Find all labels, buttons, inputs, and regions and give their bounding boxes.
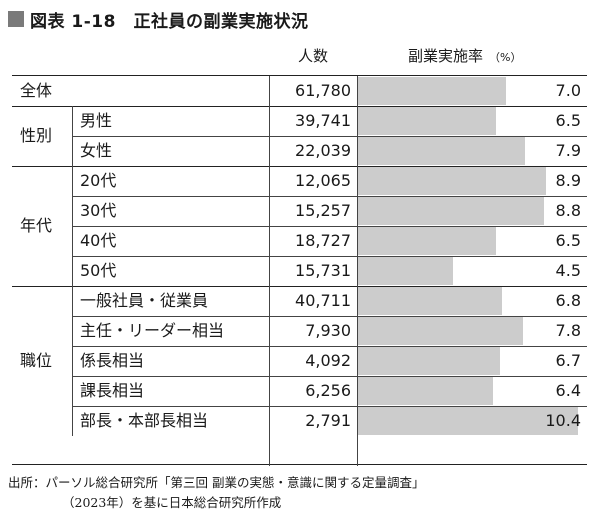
row-label: 50代: [80, 261, 117, 280]
source-note-line2: （2023年）を基に日本総合研究所作成: [62, 495, 282, 510]
row-divider: [12, 106, 587, 107]
column-header-rate-unit: （%）: [489, 51, 522, 64]
row-divider: [72, 226, 587, 227]
rate-value: 8.9: [555, 171, 581, 190]
persons-value: 15,731: [295, 261, 351, 280]
rate-value: 7.8: [555, 321, 581, 340]
chart-title-row: 図表 1-18 正社員の副業実施状況: [8, 6, 308, 32]
persons-column-divider: [269, 76, 270, 466]
row-divider: [72, 376, 587, 377]
rate-bar: [358, 137, 525, 165]
column-header-rate: 副業実施率 （%）: [408, 45, 521, 66]
persons-value: 2,791: [305, 411, 351, 430]
rate-bar: [358, 287, 502, 315]
source-note: 出所：パーソル総合研究所「第三回 副業の実態・意識に関する定量調査」 （2023…: [8, 473, 424, 513]
rate-bar: [358, 317, 523, 345]
data-table: 全体 61,780 7.0 男性 39,741 6.5 女性 22,039 7.9 性別 20代 12…: [12, 75, 587, 466]
row-label: 男性: [80, 111, 113, 130]
group-label: 年代: [20, 216, 53, 235]
row-divider: [72, 346, 587, 347]
persons-value: 22,039: [295, 141, 351, 160]
rate-value: 7.0: [555, 81, 581, 100]
rate-bar: [358, 377, 493, 405]
row-label: 40代: [80, 231, 117, 250]
persons-value: 4,092: [305, 351, 351, 370]
rate-bar: [358, 77, 506, 105]
rate-value: 6.8: [555, 291, 581, 310]
chart-title: 図表 1-18 正社員の副業実施状況: [30, 11, 309, 32]
rate-value: 6.4: [555, 381, 581, 400]
row-divider: [72, 406, 587, 407]
rate-bar: [358, 227, 496, 255]
row-label: 30代: [80, 201, 117, 220]
rate-bar: [358, 167, 546, 195]
title-square-icon: [8, 11, 24, 27]
row-label: 女性: [80, 141, 113, 160]
persons-value: 7,930: [305, 321, 351, 340]
rate-value: 6.5: [555, 111, 581, 130]
rate-column-divider: [357, 76, 358, 466]
rate-value: 7.9: [555, 141, 581, 160]
row-label: 係長相当: [80, 351, 145, 370]
group-divider: [72, 106, 73, 166]
rate-bar: [358, 107, 496, 135]
rate-bar: [358, 407, 578, 435]
row-divider: [72, 256, 587, 257]
rate-value: 6.7: [555, 351, 581, 370]
row-divider: [72, 316, 587, 317]
group-divider: [72, 286, 73, 436]
column-header-rate-label: 副業実施率: [408, 47, 484, 65]
column-header-persons: 人数: [298, 47, 329, 65]
row-label: 部長・本部長相当: [80, 411, 209, 430]
persons-value: 18,727: [295, 231, 351, 250]
group-divider: [72, 166, 73, 286]
row-label: 20代: [80, 171, 117, 190]
persons-value: 39,741: [295, 111, 351, 130]
persons-value: 15,257: [295, 201, 351, 220]
row-divider: [12, 166, 587, 167]
rate-value: 4.5: [555, 261, 581, 280]
persons-value: 6,256: [305, 381, 351, 400]
rate-value: 6.5: [555, 231, 581, 250]
rate-bar: [358, 347, 500, 375]
persons-value: 40,711: [295, 291, 351, 310]
group-label: 全体: [20, 81, 53, 100]
group-label: 性別: [20, 126, 53, 145]
row-divider: [12, 286, 587, 287]
source-note-line1: 出所：パーソル総合研究所「第三回 副業の実態・意識に関する定量調査」: [8, 475, 425, 490]
row-label: 課長相当: [80, 381, 145, 400]
group-label: 職位: [20, 351, 53, 370]
rate-value: 8.8: [555, 201, 581, 220]
rate-bar: [358, 257, 453, 285]
persons-value: 12,065: [295, 171, 351, 190]
persons-value: 61,780: [295, 81, 351, 100]
rate-bar: [358, 197, 544, 225]
row-divider: [72, 136, 587, 137]
row-label: 主任・リーダー相当: [80, 321, 225, 340]
row-divider: [72, 196, 587, 197]
row-label: 一般社員・従業員: [80, 291, 209, 310]
rate-value: 10.4: [545, 411, 581, 430]
